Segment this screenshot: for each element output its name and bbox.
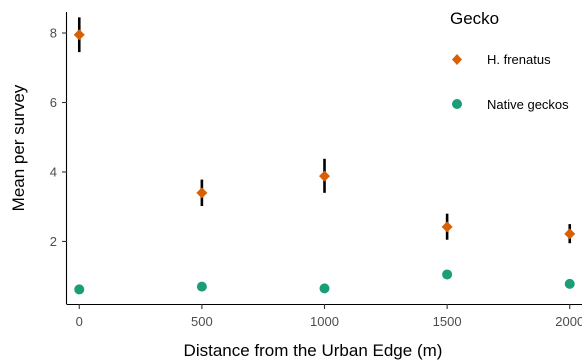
y-tick-label: 6 (50, 95, 57, 110)
legend: Gecko H. frenatus Native geckos (450, 9, 569, 112)
x-tick-label: 2000 (555, 314, 582, 329)
point-h-frenatus (564, 228, 576, 240)
point-h-frenatus (441, 221, 453, 233)
point-h-frenatus (73, 29, 85, 41)
point-native-geckos (442, 269, 453, 280)
legend-label-native-geckos: Native geckos (487, 97, 569, 112)
y-tick-label: 8 (50, 26, 57, 41)
legend-title: Gecko (450, 9, 499, 28)
legend-key-h-frenatus (452, 54, 462, 65)
point-h-frenatus (196, 187, 208, 199)
x-tick-label: 1500 (433, 314, 462, 329)
y-tick-label: 4 (50, 164, 57, 179)
y-axis-ticks: 2 4 6 8 (50, 26, 67, 249)
x-tick-label: 500 (191, 314, 213, 329)
x-axis-title: Distance from the Urban Edge (m) (184, 341, 443, 360)
x-axis-ticks: 0 500 1000 1500 2000 (76, 304, 582, 329)
point-native-geckos (196, 281, 207, 292)
y-axis-title: Mean per survey (9, 84, 28, 211)
point-native-geckos (319, 283, 330, 294)
y-tick-label: 2 (50, 234, 57, 249)
legend-key-native-geckos (452, 99, 462, 109)
point-native-geckos (564, 278, 575, 289)
data-points (73, 29, 576, 295)
plot-area (73, 17, 576, 295)
x-tick-label: 0 (76, 314, 83, 329)
x-tick-label: 1000 (310, 314, 339, 329)
point-native-geckos (74, 284, 85, 295)
legend-label-h-frenatus: H. frenatus (487, 52, 551, 67)
point-h-frenatus (319, 170, 330, 182)
